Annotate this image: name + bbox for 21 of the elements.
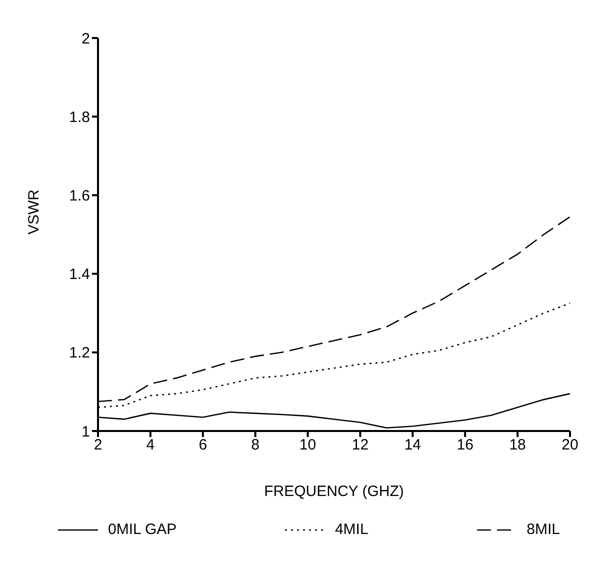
y-tick-label: 1.2 [69,344,90,362]
x-tick-label: 10 [299,436,316,454]
x-tick-label: 20 [562,436,578,454]
y-axis-title: VSWR [25,189,42,234]
x-tick-label: 6 [198,436,208,454]
legend-label: 4MIL [334,521,368,538]
x-tick-label: 4 [146,436,155,454]
y-tick-label: 1.6 [69,188,90,205]
y-tick-label: 1.8 [69,108,90,126]
y-tick-label: 1 [82,423,90,440]
y-tick-label: 2 [82,30,90,48]
x-tick-label: 12 [352,436,369,454]
x-tick-label: 8 [251,436,260,454]
x-tick-label: 18 [509,436,526,454]
legend-label: 0MIL GAP [107,521,177,538]
x-tick-label: 16 [456,436,474,454]
legend-label: 8MIL [526,521,560,538]
x-tick-label: 2 [94,436,102,454]
x-axis-title: FREQUENCY (GHZ) [264,483,404,500]
x-tick-label: 14 [404,436,422,454]
y-tick-label: 1.4 [69,266,90,284]
